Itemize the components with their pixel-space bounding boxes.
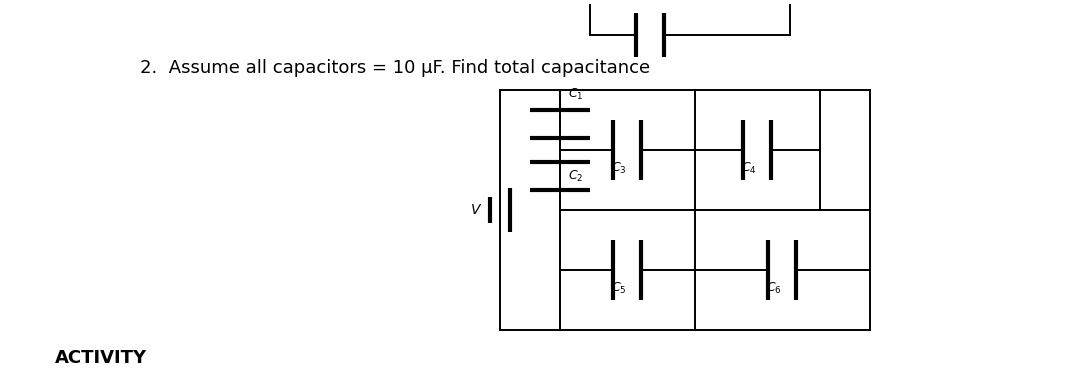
- Text: $C_4$: $C_4$: [742, 161, 756, 176]
- Text: $C_6$: $C_6$: [766, 281, 782, 296]
- Text: 2.  Assume all capacitors = 10 μF. Find total capacitance: 2. Assume all capacitors = 10 μF. Find t…: [140, 59, 651, 77]
- Text: $C_3$: $C_3$: [611, 161, 627, 176]
- Text: $C_2$: $C_2$: [568, 170, 583, 184]
- Text: $C_5$: $C_5$: [611, 281, 627, 296]
- Text: ACTIVITY: ACTIVITY: [55, 349, 148, 367]
- Text: $C_1$: $C_1$: [568, 87, 583, 102]
- Text: $V$: $V$: [470, 203, 482, 217]
